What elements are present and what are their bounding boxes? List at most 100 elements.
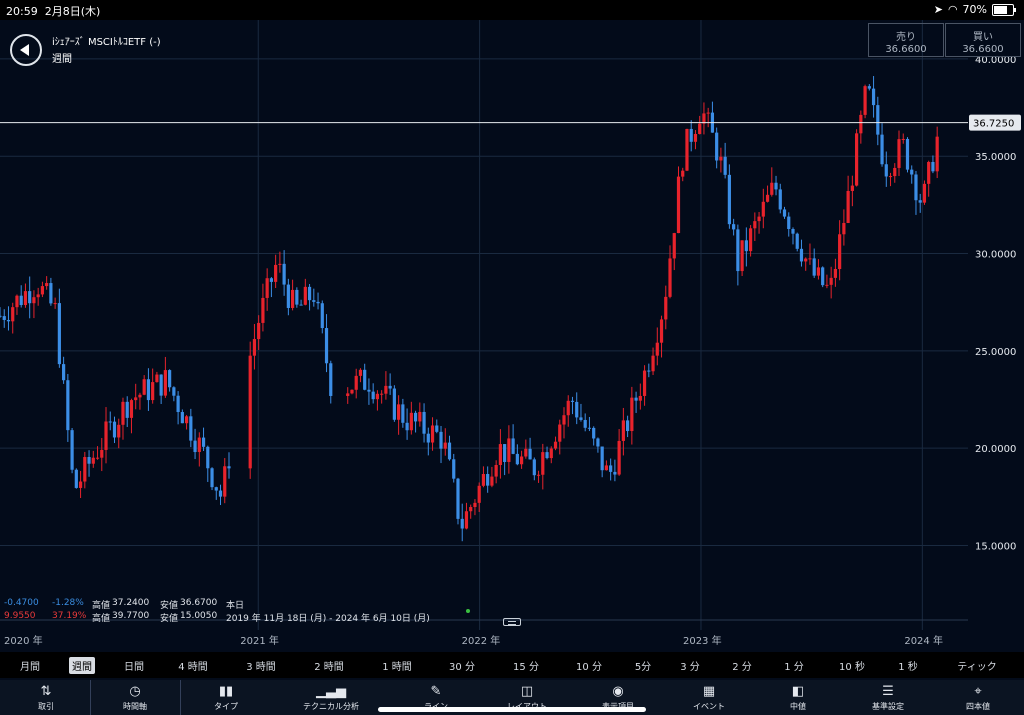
timeframe-2[interactable]: 日間 — [124, 662, 144, 673]
candle-up — [630, 397, 634, 432]
candle-down — [180, 412, 184, 424]
toolbar-item-1[interactable]: ◷ 時間軸 — [100, 680, 170, 715]
candle-down — [821, 267, 825, 286]
mid-price-icon: ◧ — [791, 684, 805, 699]
candle-up — [36, 294, 40, 298]
bar-chart-icon: ▁▃▅ — [316, 684, 346, 699]
scroll-handle[interactable] — [503, 618, 521, 626]
timeframe-16[interactable]: ティック — [957, 662, 997, 673]
buy-price: 36.6600 — [962, 44, 1004, 55]
timeframe-13[interactable]: 1 分 — [784, 662, 804, 673]
candle-down — [329, 363, 333, 396]
toolbar-item-3[interactable]: ▁▃▅ テクニカル分析 — [296, 680, 366, 715]
candle-up — [418, 411, 422, 422]
candle-up — [358, 369, 363, 376]
toolbar-label: イベント — [693, 702, 725, 711]
candle-up — [765, 194, 770, 202]
toolbar-item-7[interactable]: ▦ イベント — [674, 680, 744, 715]
candle-up — [464, 511, 469, 529]
toolbar-item-5[interactable]: ◫ レイアウト — [492, 680, 562, 715]
candle-up — [430, 425, 435, 443]
back-button[interactable] — [10, 34, 42, 66]
timeframe-3[interactable]: 4 時間 — [178, 662, 208, 673]
candle-down — [201, 437, 206, 447]
candle-down — [795, 233, 799, 249]
candle-down — [269, 278, 273, 282]
toolbar-item-8[interactable]: ◧ 中値 — [763, 680, 833, 715]
timeframe-10[interactable]: 5分 — [634, 662, 652, 673]
candle-down — [867, 86, 871, 89]
candle-up — [291, 289, 295, 308]
y-tick-label: 20.0000 — [975, 444, 1016, 455]
candle-up — [655, 342, 659, 356]
candle-up — [53, 303, 57, 305]
candle-down — [511, 438, 515, 454]
toolbar-label: テクニカル分析 — [303, 702, 359, 711]
x-tick-label: 2022 年 — [462, 634, 501, 646]
sell-quote-button[interactable]: 売り 36.6600 — [868, 23, 944, 57]
timeframe-0[interactable]: 月間 — [20, 662, 40, 673]
candle-down — [295, 289, 299, 305]
candle-up — [761, 201, 765, 217]
timeframe-1[interactable]: 週間 — [69, 657, 95, 674]
candle-up — [842, 222, 846, 235]
toolbar-separator — [90, 680, 91, 715]
candle-up — [197, 437, 201, 453]
candle-down — [324, 328, 329, 364]
toolbar-label: ライン — [424, 702, 448, 711]
candle-down — [447, 442, 452, 460]
range-period: 2019 年 11月 18日 (月) - 2024 年 6月 10日 (月) — [226, 614, 430, 624]
timeframe-11[interactable]: 3 分 — [680, 662, 700, 673]
price-chart[interactable]: 2020 年 2021 年 2022 年 2023 年 2024 年 40.0000 35.… — [0, 20, 1024, 646]
candle-up — [621, 420, 625, 441]
toolbar-item-0[interactable]: ⇅ 取引 — [11, 680, 81, 715]
candle-down — [312, 300, 316, 302]
candle-down — [914, 174, 918, 201]
buy-quote-button[interactable]: 買い 36.6600 — [945, 23, 1021, 57]
timeframe-label: 週間 — [52, 54, 72, 65]
toolbar-item-9[interactable]: ☰ 基準設定 — [853, 680, 923, 715]
toolbar-item-10[interactable]: ⌖ 四本値 — [943, 680, 1013, 715]
candle-up — [549, 448, 553, 459]
candle-up — [469, 507, 473, 512]
candle-down — [388, 385, 392, 389]
candle-down — [609, 465, 613, 472]
timeframe-15[interactable]: 1 秒 — [898, 662, 918, 673]
candle-up — [91, 457, 95, 464]
toolbar-label: 四本値 — [966, 702, 990, 711]
candle-up — [706, 112, 710, 114]
range-change-pct: 37.19% — [52, 611, 87, 621]
candle-up — [519, 456, 524, 465]
toolbar-item-4[interactable]: ✎ ライン — [401, 680, 471, 715]
current-price-label: 36.7250 — [973, 119, 1014, 130]
timeframe-9[interactable]: 10 分 — [576, 662, 602, 673]
timeframe-12[interactable]: 2 分 — [732, 662, 752, 673]
timeframe-6[interactable]: 1 時間 — [382, 662, 412, 673]
timeframe-5[interactable]: 2 時間 — [314, 662, 344, 673]
candle-down — [744, 240, 748, 252]
day-change: -0.4700 — [4, 598, 39, 608]
candle-up — [443, 442, 447, 449]
day-high: 37.2400 — [112, 598, 150, 608]
toolbar-item-2[interactable]: ▮▮ タイプ — [191, 680, 261, 715]
candle-down — [931, 161, 935, 172]
candle-up — [897, 139, 901, 168]
candle-down — [57, 303, 61, 365]
candle-up — [40, 286, 45, 295]
home-indicator[interactable] — [378, 707, 646, 712]
timeframe-14[interactable]: 10 秒 — [839, 662, 865, 673]
toolbar-item-6[interactable]: ◉ 表示項目 — [583, 680, 653, 715]
candle-up — [804, 258, 808, 262]
timeframe-7[interactable]: 30 分 — [449, 662, 475, 673]
candle-down — [172, 387, 176, 396]
candle-up — [248, 355, 252, 469]
candle-up — [129, 400, 134, 418]
candle-down — [87, 457, 91, 464]
timeframe-8[interactable]: 15 分 — [513, 662, 539, 673]
candle-up — [838, 234, 842, 270]
timeframe-4[interactable]: 3 時間 — [246, 662, 276, 673]
candle-up — [78, 481, 83, 488]
candle-down — [910, 169, 914, 175]
chart-area[interactable]: 2020 年 2021 年 2022 年 2023 年 2024 年 40.0000 35.… — [0, 20, 1024, 646]
x-tick-label: 2024 年 — [904, 634, 943, 646]
